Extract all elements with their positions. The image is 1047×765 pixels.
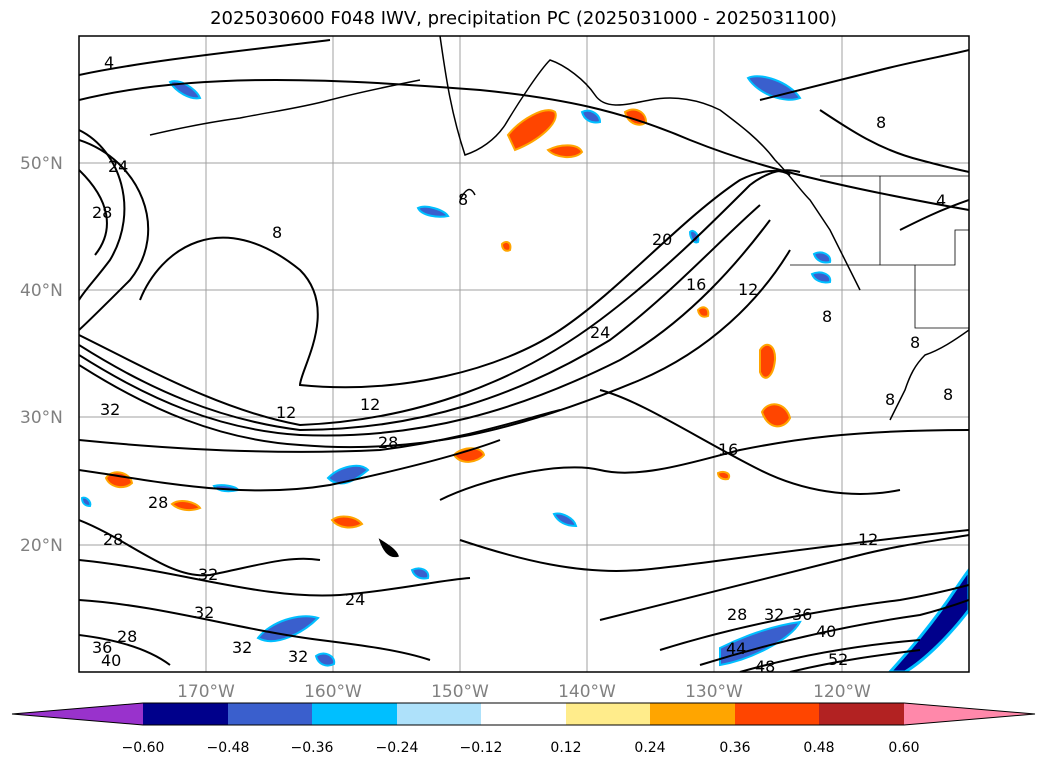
lon-label-140w: 140°W [558, 682, 616, 702]
contour-label: 8 [458, 190, 468, 209]
colorbar-segment [819, 703, 904, 725]
lat-label-50n: 50°N [20, 154, 63, 174]
colorbar-tick-label: −0.48 [207, 740, 250, 756]
contour-label: 12 [360, 395, 380, 414]
colorbar-segment [397, 703, 481, 725]
contour-label: 8 [876, 113, 886, 132]
contour-label: 32 [232, 638, 252, 657]
contour-label: 24 [108, 157, 128, 176]
colorbar-tick-label: −0.12 [460, 740, 503, 756]
colorbar-tick-label: 0.60 [888, 740, 919, 756]
contour-label: 28 [103, 530, 123, 549]
map-frame [78, 35, 970, 673]
colorbar-segment [566, 703, 650, 725]
latitude-labels: 50°N 40°N 30°N 20°N [20, 154, 63, 556]
lon-label-170w: 170°W [177, 682, 235, 702]
contour-label: 36 [792, 605, 812, 624]
borders [790, 175, 969, 329]
colorbar-tick-label: −0.60 [122, 740, 165, 756]
contour-label: 32 [764, 605, 784, 624]
contour-label: 32 [100, 400, 120, 419]
contour-labels: 4 24 28 8 20 16 12 24 32 12 12 28 16 28 … [92, 53, 953, 676]
colorbar-tick-label: 0.24 [634, 740, 665, 756]
iwv-contours [79, 39, 969, 672]
contour-label: 28 [117, 627, 137, 646]
contour-label: 12 [858, 530, 878, 549]
contour-label: 36 [92, 638, 112, 657]
contour-label: 28 [148, 493, 168, 512]
contour-label: 12 [738, 280, 758, 299]
contour-label: 40 [101, 651, 121, 670]
colorbar-extend-low [12, 703, 143, 725]
map-title: 2025030600 F048 IWV, precipitation PC (2… [210, 8, 837, 29]
contour-label: 8 [885, 390, 895, 409]
lon-label-130w: 130°W [685, 682, 743, 702]
longitude-labels: 170°W 160°W 150°W 140°W 130°W 120°W [177, 682, 871, 702]
lat-label-30n: 30°N [20, 408, 63, 428]
lat-label-40n: 40°N [20, 281, 63, 301]
contour-label: 16 [718, 440, 738, 459]
colorbar-tick-label: 0.36 [719, 740, 750, 756]
lon-label-120w: 120°W [813, 682, 871, 702]
colorbar-tick-label: 0.12 [550, 740, 581, 756]
colorbar-segment [312, 703, 397, 725]
colorbar: −0.60 −0.48 −0.36 −0.24 −0.12 0.12 0.24 … [11, 702, 1036, 756]
contour-label: 4 [104, 53, 114, 72]
lon-label-150w: 150°W [431, 682, 489, 702]
precipitation-shading [80, 75, 969, 672]
contour-label: 48 [755, 657, 775, 676]
contour-label: 4 [936, 191, 946, 210]
contour-label: 28 [378, 433, 398, 452]
contour-label: 28 [92, 203, 112, 222]
lat-label-20n: 20°N [20, 536, 63, 556]
colorbar-tick-label: 0.48 [803, 740, 834, 756]
contour-label: 8 [910, 333, 920, 352]
coastlines [149, 36, 969, 558]
colorbar-extend-high [904, 703, 1035, 725]
contour-label: 52 [828, 650, 848, 669]
colorbar-segment [143, 703, 228, 725]
colorbar-tick-label: −0.24 [376, 740, 419, 756]
contour-label: 32 [194, 603, 214, 622]
colorbar-segment [650, 703, 735, 725]
contour-label: 24 [590, 323, 610, 342]
lon-label-160w: 160°W [304, 682, 362, 702]
contour-label: 28 [727, 605, 747, 624]
contour-label: 8 [822, 307, 832, 326]
contour-label: 32 [288, 647, 308, 666]
contour-label: 12 [276, 403, 296, 422]
contour-label: 40 [816, 622, 836, 641]
contour-label: 8 [943, 385, 953, 404]
contour-label: 24 [345, 590, 365, 609]
colorbar-segment [735, 703, 819, 725]
colorbar-segment [481, 703, 566, 725]
colorbar-segment [228, 703, 312, 725]
graticule [79, 36, 969, 672]
colorbar-tick-label: −0.36 [291, 740, 334, 756]
contour-label: 20 [652, 230, 672, 249]
contour-label: 8 [272, 223, 282, 242]
contour-label: 44 [726, 639, 746, 658]
contour-label: 32 [198, 565, 218, 584]
contour-label: 16 [686, 275, 706, 294]
